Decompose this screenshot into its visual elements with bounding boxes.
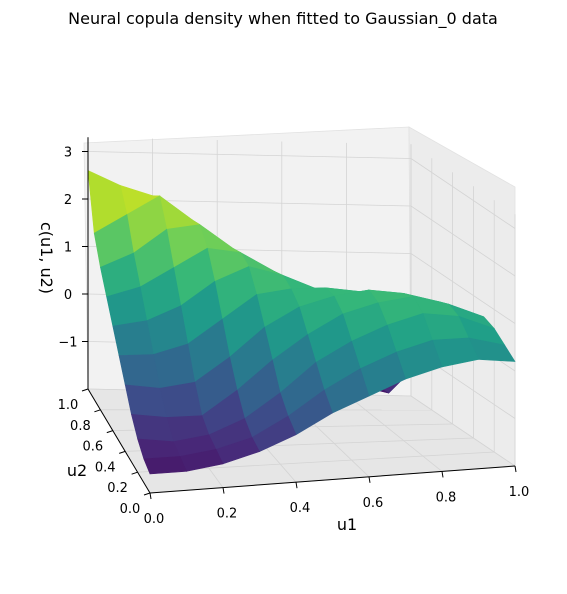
y-tick-label: 1.0	[58, 398, 79, 413]
surface-face	[160, 382, 202, 417]
x-tick-mark	[442, 471, 443, 477]
z-axis-label: c(u1, u2)	[37, 222, 56, 294]
surface-face	[131, 414, 173, 441]
surface-face	[125, 385, 166, 418]
y-tick-label: 0.8	[70, 419, 91, 434]
x-tick-label: 1.0	[509, 485, 530, 500]
x-tick-mark	[296, 482, 297, 488]
z-tick-label: −1	[58, 336, 77, 351]
surface-face	[113, 321, 154, 356]
surface-face	[119, 355, 160, 389]
z-tick-label: 1	[64, 241, 72, 256]
y-tick-mark	[132, 472, 138, 474]
x-tick-label: 0.4	[290, 501, 311, 516]
y-tick-label: 0.4	[95, 460, 116, 475]
x-tick-mark	[515, 466, 516, 472]
x-tick-mark	[150, 493, 151, 499]
chart-title: Neural copula density when fitted to Gau…	[68, 9, 498, 29]
z-tick-label: 3	[64, 146, 72, 161]
y-tick-mark	[144, 493, 150, 495]
y-tick-label: 0.0	[120, 502, 141, 517]
y-tick-label: 0.2	[107, 481, 128, 496]
y-axis-label: u2	[67, 461, 87, 480]
y-tick-mark	[119, 451, 125, 453]
surface-face	[138, 439, 180, 459]
x-tick-mark	[369, 477, 370, 483]
y-tick-mark	[94, 410, 100, 412]
surface-face	[144, 457, 187, 475]
x-axis-label: u1	[337, 515, 357, 534]
x-tick-mark	[223, 488, 224, 494]
y-tick-mark	[107, 431, 113, 433]
x-tick-label: 0.8	[436, 490, 457, 505]
z-tick-label: 0	[64, 288, 72, 303]
y-tick-mark	[82, 389, 88, 391]
z-tick-label: 2	[64, 193, 72, 208]
x-tick-label: 0.2	[217, 507, 238, 522]
y-tick-label: 0.6	[82, 440, 103, 455]
x-tick-label: 0.0	[144, 512, 165, 527]
x-tick-label: 0.6	[363, 496, 384, 511]
